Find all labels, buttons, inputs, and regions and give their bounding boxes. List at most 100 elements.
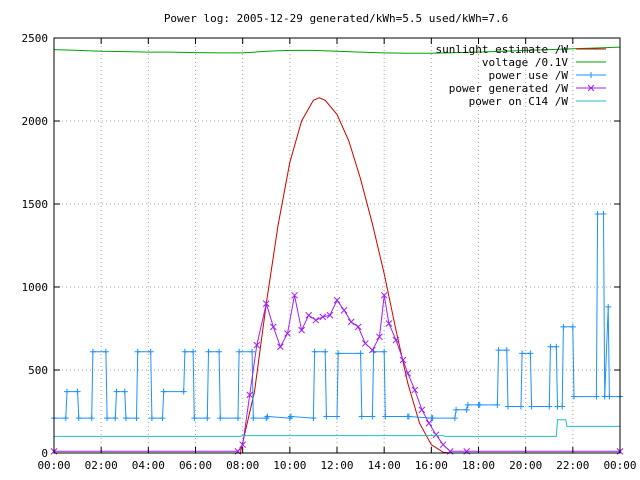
data-point [527,350,534,357]
series-2 [51,210,623,422]
series-line [54,213,620,419]
data-point [382,413,389,420]
axes: 00:00 02:00 04:00 06:00 08:00 10:00 12:00 14:00… [22,32,637,472]
data-point [411,386,419,394]
data-point [236,348,243,355]
data-point [133,415,140,422]
data-point [347,318,355,326]
data-point [504,403,511,410]
y-tick-label: 500 [28,364,48,377]
x-tick-label: 10:00 [273,459,306,472]
data-point [216,348,223,355]
data-point [495,347,502,354]
data-point [104,415,111,422]
series-line [54,419,620,437]
data-point [180,388,187,395]
data-point [517,403,524,410]
data-point [121,388,128,395]
chart-title: Power log: 2005-12-29 generated/kWh=5.5 … [164,12,508,25]
data-point [288,413,295,420]
data-point [464,401,471,408]
data-point [269,323,277,331]
series-1 [53,46,621,54]
data-point [418,406,426,414]
data-point [205,348,212,355]
data-point [75,415,82,422]
data-point [291,291,298,299]
data-point [284,330,291,337]
data-point [159,415,166,422]
data-point [354,323,362,331]
x-tick-label: 14:00 [368,459,401,472]
data-point [89,348,96,355]
data-point [181,348,188,355]
x-tick-label: 12:00 [320,459,353,472]
data-point [134,348,141,355]
data-point [298,326,305,334]
data-point [519,350,526,357]
data-point [333,296,341,304]
data-point [463,406,470,413]
data-point [600,210,607,217]
series-3 [50,291,624,455]
data-point [112,415,119,422]
data-point [606,393,613,400]
data-point [262,300,270,307]
x-tick-label: 04:00 [132,459,165,472]
x-tick-label: 16:00 [415,459,448,472]
data-point [191,415,198,422]
data-point [385,320,393,327]
y-tick-label: 0 [41,447,48,460]
x-tick-label: 02:00 [85,459,118,472]
data-point [439,441,447,449]
data-point [381,348,388,355]
data-point [503,347,510,354]
data-point [190,348,197,355]
data-point [250,415,257,422]
data-point [376,333,383,341]
x-tick-label: 22:00 [556,459,589,472]
data-point [357,350,364,357]
data-point [239,441,247,449]
data-point [405,413,412,420]
legend-label: voltage /0.1V [482,56,568,69]
data-point [451,415,458,422]
data-point [334,413,340,420]
data-point [560,323,567,330]
legend-label: power use /W [489,69,569,82]
data-point [358,413,365,420]
data-point [63,388,70,395]
series-4 [54,419,620,437]
series-0 [239,97,451,454]
data-point [160,388,167,395]
data-point [546,403,553,410]
data-point [587,84,595,92]
data-point [335,350,342,357]
data-point [311,348,318,355]
data-point [74,388,81,395]
data-point [204,415,211,422]
y-tick-label: 2500 [22,32,49,45]
data-point [246,391,254,399]
data-point [571,393,578,400]
legend-label: power on C14 /W [469,95,569,108]
data-point [312,316,320,324]
data-point [399,356,407,364]
data-point [148,415,155,422]
data-point [62,415,69,422]
data-point [361,340,369,347]
data-point [88,415,95,422]
data-point [476,401,483,408]
data-point [404,369,412,377]
data-point [253,341,261,349]
data-point [605,303,612,310]
legend-label: sunlight estimate /W [436,43,569,56]
data-point [113,388,120,395]
series-group [50,46,624,455]
data-point [588,72,594,78]
data-point [323,413,330,420]
data-point [305,311,313,319]
